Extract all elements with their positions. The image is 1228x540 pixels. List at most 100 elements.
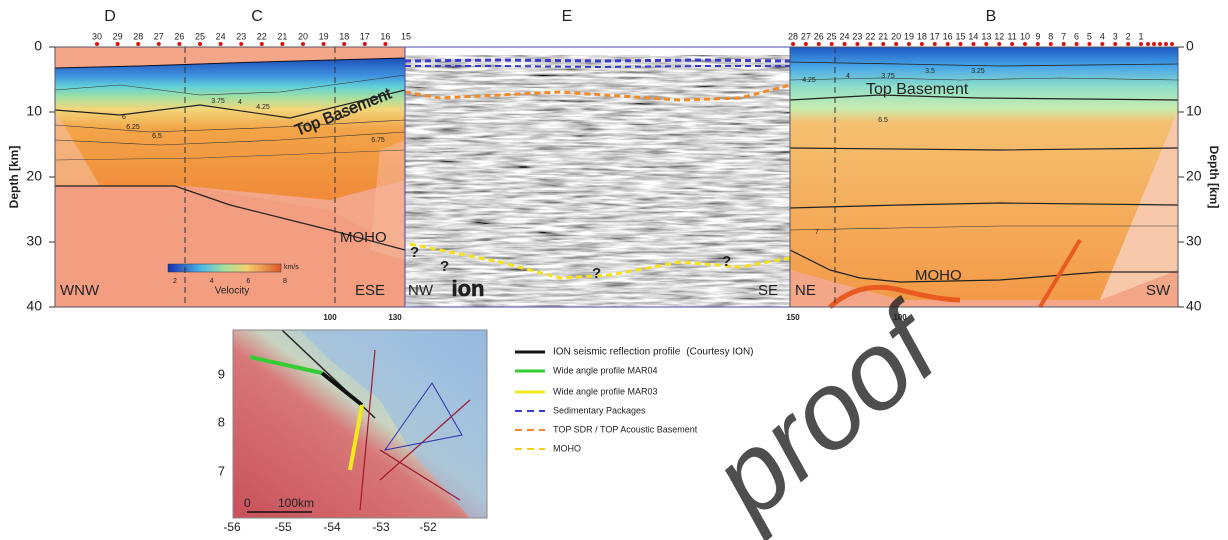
moho-label: MOHO	[340, 229, 387, 246]
station-label: 25	[827, 31, 837, 41]
station-dot	[958, 42, 963, 46]
question-mark: ?	[592, 265, 601, 282]
station-label: 2	[1126, 31, 1131, 41]
station-dot	[1100, 42, 1105, 46]
station-dot	[919, 42, 924, 46]
seismic-section	[404, 46, 791, 308]
question-mark: ?	[722, 253, 731, 270]
depth-axis-label: Depth [km]	[7, 146, 21, 209]
depth-tick-label: 30	[26, 233, 42, 249]
station-label: 16	[943, 31, 953, 41]
station-label: 20	[891, 31, 901, 41]
contour-label: 6.75	[371, 137, 385, 144]
station-dot	[301, 42, 305, 46]
lon-tick-label: -56	[223, 520, 241, 534]
station-label: 5	[1087, 31, 1092, 41]
station-label: 15	[956, 31, 966, 41]
contour-label: 6.5	[152, 133, 162, 140]
station-dot	[855, 42, 860, 46]
depth-tick-label: 10	[1186, 103, 1202, 119]
station-dot	[1146, 42, 1150, 46]
station-dot	[218, 42, 223, 46]
station-dot	[1113, 42, 1118, 46]
depth-tick-label: 40	[1186, 298, 1202, 314]
station-dot	[1061, 42, 1066, 46]
distance-tick-label: 150	[786, 313, 800, 322]
legend-note: (Courtesy ION)	[686, 347, 753, 358]
station-label: 23	[852, 31, 862, 41]
station-dot	[1126, 42, 1131, 46]
contour-label: 3.25	[971, 68, 985, 75]
colorbar-tick-label: 4	[210, 278, 214, 285]
contour-label: 3.75	[881, 73, 895, 80]
contour-label: 3.75	[211, 98, 225, 105]
station-dot	[842, 42, 847, 46]
section-letter: E	[562, 8, 573, 25]
lat-tick-label: 8	[218, 414, 225, 429]
station-dot	[342, 42, 347, 46]
distance-tick-label: 100	[893, 313, 907, 322]
station-label: 19	[904, 31, 914, 41]
station-dot	[1087, 42, 1092, 46]
station-label: 24	[840, 31, 850, 41]
legend-label: Sedimentary Packages	[553, 405, 646, 415]
station-dot	[945, 42, 950, 46]
station-label: 11	[1007, 31, 1016, 41]
station-label: 14	[968, 31, 978, 41]
depth-tick-label: 0	[1186, 38, 1194, 54]
station-label: 19	[319, 31, 329, 41]
station-dot	[803, 42, 808, 46]
depth-tick-label: 40	[26, 298, 42, 314]
station-dot	[1048, 42, 1053, 46]
distance-tick-label: 130	[388, 313, 402, 322]
station-dot	[984, 42, 989, 46]
station-dot	[280, 42, 285, 46]
station-dot	[1139, 42, 1143, 46]
station-label: 1	[1138, 31, 1143, 41]
watermark: proof	[687, 279, 968, 540]
contour-label: 4.25	[802, 77, 816, 84]
lat-tick-label: 7	[218, 463, 225, 478]
colorbar-tick-label: 8	[283, 278, 287, 285]
station-dot	[881, 42, 886, 46]
station-label: 22	[865, 31, 875, 41]
station-label: 29	[113, 31, 123, 41]
station-label: 16	[380, 31, 390, 41]
station-dot	[1164, 42, 1168, 46]
depth-tick-label: 30	[1186, 233, 1202, 249]
station-label: 6	[1074, 31, 1079, 41]
logo: ion	[452, 276, 485, 301]
station-dot	[1170, 42, 1174, 46]
station-label: 26	[814, 31, 824, 41]
question-mark: ?	[410, 244, 419, 261]
station-label: 27	[154, 31, 164, 41]
depth-axis-label: Depth [km]	[1207, 146, 1221, 209]
station-dot	[1010, 42, 1015, 46]
station-dot	[95, 42, 99, 46]
contour-label: 4	[238, 99, 242, 106]
station-label: 27	[801, 31, 811, 41]
station-dot	[1074, 42, 1079, 46]
colorbar-title: Velocity	[215, 286, 249, 297]
contour-label: 3.5	[925, 68, 935, 75]
station-label: 18	[917, 31, 927, 41]
station-label: 15	[401, 31, 411, 41]
station-dot	[1158, 42, 1162, 46]
direction-label: NW	[408, 282, 434, 299]
station-dot	[321, 42, 326, 46]
contour-label: 6	[122, 114, 126, 121]
basement-label: Top Basement	[866, 81, 969, 98]
depth-tick-label: 10	[26, 103, 42, 119]
station-dot	[829, 42, 834, 46]
depth-tick-label: 0	[34, 38, 42, 54]
contour-label: 4.25	[256, 104, 270, 111]
station-dot	[868, 42, 873, 46]
station-label: 13	[981, 31, 991, 41]
station-label: 9	[1035, 31, 1040, 41]
distance-tick-label: 100	[323, 313, 337, 322]
station-dot	[156, 42, 161, 46]
section-letter: B	[986, 8, 997, 25]
station-dot	[177, 42, 182, 46]
station-label: 7	[1061, 31, 1066, 41]
station-label: 24	[216, 31, 226, 41]
